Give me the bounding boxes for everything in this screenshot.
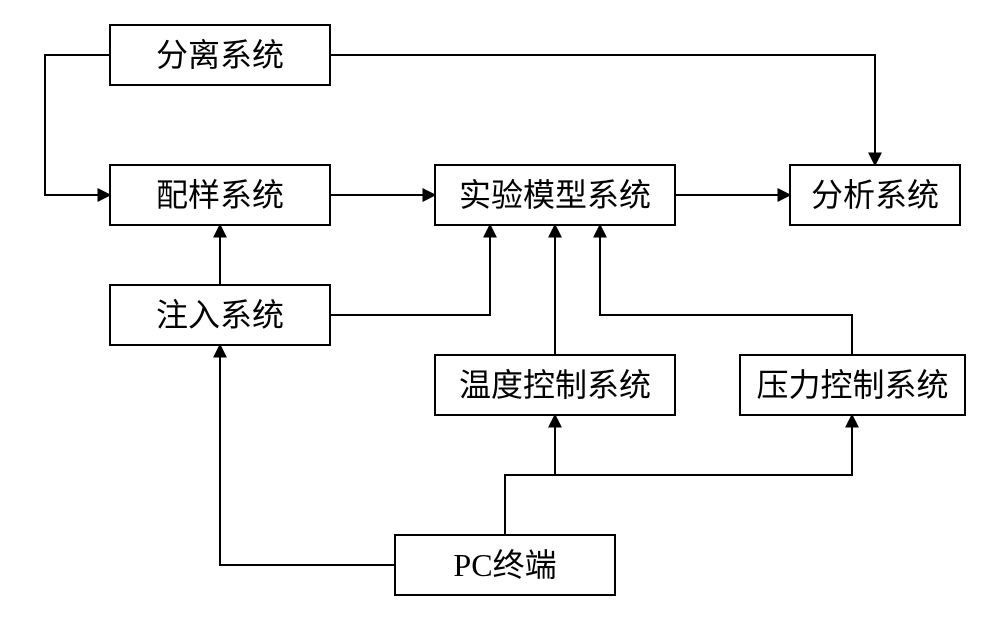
- node-injection: 注入系统: [110, 285, 330, 345]
- node-pressure-label: 压力控制系统: [756, 367, 948, 403]
- node-pc-label: PC终端: [453, 547, 556, 583]
- node-separation-label: 分离系统: [156, 37, 284, 73]
- flowchart-canvas: 分离系统配样系统 实验模型系统 分析系统注入系统温度控制系统 压力控制系统 PC终端: [0, 0, 1000, 642]
- edge-separation-to-sampling: [45, 55, 110, 195]
- node-temperature-label: 温度控制系统: [459, 367, 651, 403]
- node-pressure: 压力控制系统: [740, 355, 965, 415]
- node-experiment: 实验模型系统: [435, 165, 675, 225]
- node-sampling: 配样系统: [110, 165, 330, 225]
- edge-injection-to-experiment: [330, 225, 490, 315]
- node-analysis-label: 分析系统: [811, 177, 939, 213]
- node-separation: 分离系统: [110, 25, 330, 85]
- edge-pc-to-injection: [220, 345, 395, 565]
- edge-pressure-to-experiment: [600, 225, 852, 355]
- edge-separation-to-analysis: [330, 55, 875, 165]
- edge-pc-to-pressure: [505, 415, 852, 535]
- node-pc: PC终端: [395, 535, 615, 595]
- node-sampling-label: 配样系统: [156, 177, 284, 213]
- node-temperature: 温度控制系统: [435, 355, 675, 415]
- node-analysis: 分析系统: [790, 165, 960, 225]
- node-injection-label: 注入系统: [156, 297, 284, 333]
- node-experiment-label: 实验模型系统: [459, 177, 651, 213]
